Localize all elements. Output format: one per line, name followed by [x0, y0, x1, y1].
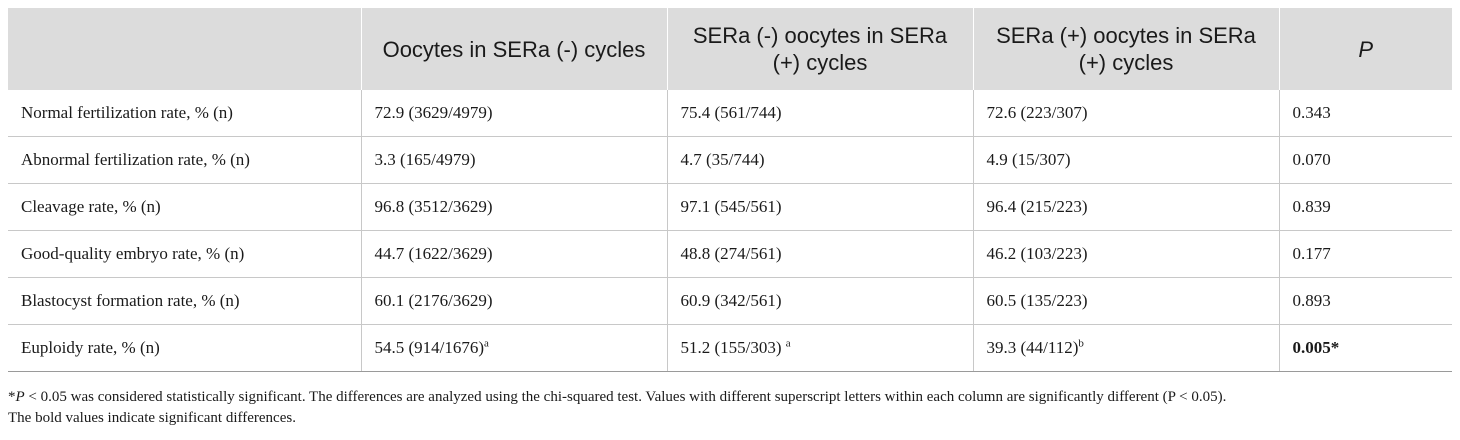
cell-sera-neg-oocytes-pos-cycles: 51.2 (155/303) a — [666, 324, 973, 372]
table-row: Blastocyst formation rate, % (n) 60.1 (2… — [8, 277, 1452, 325]
cell-value: 72.9 (3629/4979) — [374, 103, 493, 122]
cell-sera-neg-cycles: 96.8 (3512/3629) — [360, 183, 667, 231]
cell-sera-pos-oocytes-pos-cycles: 39.3 (44/112)b — [972, 324, 1279, 372]
cell-value: 44.7 (1622/3629) — [374, 244, 493, 263]
cell-value: 72.6 (223/307) — [986, 103, 1088, 122]
header-p-label: P — [1358, 36, 1374, 62]
table-row: Abnormal fertilization rate, % (n) 3.3 (… — [8, 136, 1452, 184]
cell-value: 60.5 (135/223) — [986, 291, 1088, 310]
row-label: Cleavage rate, % (n) — [8, 183, 361, 231]
footnote-text: < 0.05 was considered statistically sign… — [24, 389, 1227, 405]
cell-sera-neg-oocytes-pos-cycles: 48.8 (274/561) — [666, 230, 973, 278]
cell-value: 75.4 (561/744) — [680, 103, 782, 122]
cell-value: 4.7 (35/744) — [680, 150, 765, 169]
cell-sera-neg-cycles: 72.9 (3629/4979) — [360, 90, 667, 137]
cell-sera-neg-cycles: 60.1 (2176/3629) — [360, 277, 667, 325]
row-label: Good-quality embryo rate, % (n) — [8, 230, 361, 278]
row-label: Normal fertilization rate, % (n) — [8, 90, 361, 137]
table-row: Normal fertilization rate, % (n) 72.9 (3… — [8, 90, 1452, 137]
cell-sera-neg-oocytes-pos-cycles: 97.1 (545/561) — [666, 183, 973, 231]
cell-value: 3.3 (165/4979) — [374, 150, 476, 169]
cell-sera-pos-oocytes-pos-cycles: 72.6 (223/307) — [972, 90, 1279, 137]
header-empty — [8, 8, 361, 90]
cell-sera-neg-oocytes-pos-cycles: 75.4 (561/744) — [666, 90, 973, 137]
table-row: Good-quality embryo rate, % (n) 44.7 (16… — [8, 230, 1452, 278]
table-footnote: *P < 0.05 was considered statistically s… — [8, 387, 1452, 429]
cell-sera-pos-oocytes-pos-cycles: 46.2 (103/223) — [972, 230, 1279, 278]
cell-value: 60.9 (342/561) — [680, 291, 782, 310]
cell-value: 54.5 (914/1676) — [374, 338, 485, 357]
cell-p-value: 0.177 — [1278, 230, 1452, 278]
cell-sera-neg-oocytes-pos-cycles: 60.9 (342/561) — [666, 277, 973, 325]
cell-value: 46.2 (103/223) — [986, 244, 1088, 263]
table-body: Normal fertilization rate, % (n) 72.9 (3… — [8, 90, 1452, 372]
header-p-value: P — [1278, 8, 1452, 90]
footnote-line-2: The bold values indicate significant dif… — [8, 410, 296, 426]
cell-sera-pos-oocytes-pos-cycles: 4.9 (15/307) — [972, 136, 1279, 184]
cell-p-value: 0.893 — [1278, 277, 1452, 325]
cell-value: 39.3 (44/112) — [986, 338, 1079, 357]
header-sera-neg-cycles: Oocytes in SERa (-) cycles — [360, 8, 667, 90]
footnote-asterisk: * — [8, 389, 16, 405]
cell-sera-neg-cycles: 3.3 (165/4979) — [360, 136, 667, 184]
table-header: Oocytes in SERa (-) cycles SERa (-) oocy… — [8, 8, 1452, 90]
cell-sera-neg-cycles: 44.7 (1622/3629) — [360, 230, 667, 278]
results-table: Oocytes in SERa (-) cycles SERa (-) oocy… — [8, 8, 1452, 372]
cell-value: 96.8 (3512/3629) — [374, 197, 493, 216]
cell-value: 97.1 (545/561) — [680, 197, 782, 216]
cell-value: 60.1 (2176/3629) — [374, 291, 493, 310]
cell-value: 48.8 (274/561) — [680, 244, 782, 263]
cell-p-value: 0.070 — [1278, 136, 1452, 184]
header-row: Oocytes in SERa (-) cycles SERa (-) oocy… — [8, 8, 1452, 90]
row-label: Euploidy rate, % (n) — [8, 324, 361, 372]
cell-p-value-significant: 0.005* — [1278, 324, 1452, 372]
cell-superscript: b — [1078, 337, 1084, 350]
cell-value: 4.9 (15/307) — [986, 150, 1071, 169]
row-label: Blastocyst formation rate, % (n) — [8, 277, 361, 325]
cell-superscript: a — [785, 337, 791, 350]
header-sera-neg-oocytes-pos-cycles: SERa (-) oocytes in SERa (+) cycles — [666, 8, 973, 90]
cell-sera-pos-oocytes-pos-cycles: 60.5 (135/223) — [972, 277, 1279, 325]
cell-p-value: 0.343 — [1278, 90, 1452, 137]
cell-p-value: 0.839 — [1278, 183, 1452, 231]
header-sera-pos-oocytes-pos-cycles: SERa (+) oocytes in SERa (+) cycles — [972, 8, 1279, 90]
cell-sera-neg-oocytes-pos-cycles: 4.7 (35/744) — [666, 136, 973, 184]
footnote-p-symbol: P — [15, 389, 25, 405]
table-row: Euploidy rate, % (n) 54.5 (914/1676)a 51… — [8, 324, 1452, 372]
results-table-container: Oocytes in SERa (-) cycles SERa (-) oocy… — [8, 8, 1452, 372]
row-label: Abnormal fertilization rate, % (n) — [8, 136, 361, 184]
table-row: Cleavage rate, % (n) 96.8 (3512/3629) 97… — [8, 183, 1452, 231]
cell-sera-neg-cycles: 54.5 (914/1676)a — [360, 324, 667, 372]
cell-value: 51.2 (155/303) — [680, 338, 786, 357]
footnote-line-1: *P < 0.05 was considered statistically s… — [8, 387, 1452, 408]
cell-value: 96.4 (215/223) — [986, 197, 1088, 216]
cell-superscript: a — [484, 337, 489, 350]
cell-sera-pos-oocytes-pos-cycles: 96.4 (215/223) — [972, 183, 1279, 231]
